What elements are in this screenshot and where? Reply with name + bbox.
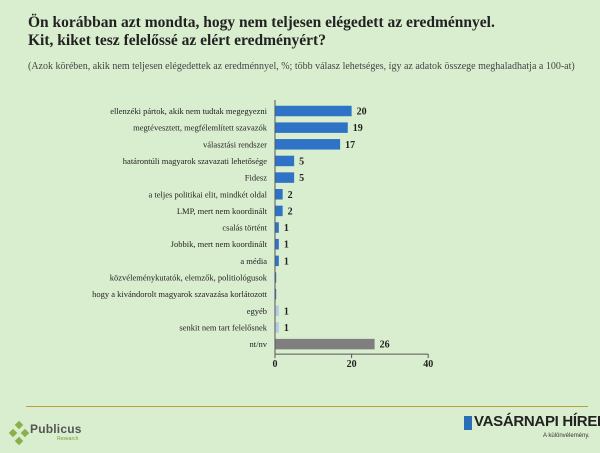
category-label: Fidesz <box>245 173 267 183</box>
category-label: csalás történt <box>222 223 267 233</box>
bar <box>275 238 279 250</box>
category-label: választási rendszer <box>203 139 267 149</box>
footer-divider <box>26 406 588 407</box>
bar <box>275 105 352 117</box>
bar <box>275 338 375 350</box>
bar <box>275 122 348 133</box>
category-label: hogy a kivándorolt magyarok szavazása ko… <box>92 289 268 299</box>
data-label: 17 <box>345 140 355 151</box>
data-label: 2 <box>288 206 293 217</box>
category-label: Jobbik, mert nem koordinált <box>171 239 268 249</box>
bar <box>275 189 283 200</box>
chart-subtitle: (Azok körében, akik nem teljesen elégede… <box>28 61 575 72</box>
category-label: határontúli magyarok szavazati lehetőség… <box>123 156 267 166</box>
bar <box>275 155 295 167</box>
category-label: a média <box>240 256 267 266</box>
data-label: 5 <box>299 173 304 184</box>
data-label: 1 <box>284 256 289 267</box>
data-label: 1 <box>284 240 289 251</box>
data-label: 26 <box>380 340 390 351</box>
bar <box>275 305 279 317</box>
data-label: 19 <box>353 123 363 134</box>
category-label: LMP, mert nem koordinált <box>177 206 268 216</box>
x-tick-label: 40 <box>423 359 433 370</box>
title-line-1: Ön korábban azt mondta, hogy nem teljese… <box>28 14 495 31</box>
chart-title: Ön korábban azt mondta, hogy nem teljese… <box>28 14 588 50</box>
bar <box>275 222 279 233</box>
x-tick-label: 0 <box>273 359 278 370</box>
bar <box>275 139 341 150</box>
title-line-2: Kit, kiket tesz felelőssé az elért eredm… <box>28 32 326 49</box>
category-label: ellenzéki pártok, akik nem tudtak megegy… <box>110 106 267 116</box>
category-label: megtévesztett, megfélemlített szavazók <box>133 123 268 133</box>
x-tick-label: 20 <box>347 359 357 370</box>
vh-tagline: A különvélemény. <box>543 433 590 439</box>
bar <box>275 322 279 333</box>
publicus-logo-icon <box>8 420 30 446</box>
data-label: 1 <box>284 323 289 334</box>
category-label: a teljes politikai elit, mindkét oldal <box>148 189 267 199</box>
bar <box>275 272 277 283</box>
category-label: senkit nem tart felelősnek <box>179 322 267 332</box>
data-label: 1 <box>284 223 289 234</box>
category-label: egyéb <box>247 306 267 316</box>
vh-logo-icon <box>464 416 472 430</box>
category-label: közvéleménykutatók, elemzők, politiológu… <box>110 273 268 283</box>
data-label: 20 <box>357 107 367 118</box>
bar <box>275 288 277 300</box>
bar <box>275 205 283 217</box>
publicus-name: Publicus <box>30 422 82 436</box>
publicus-subtitle: Research <box>57 436 79 442</box>
vh-name: VASÁRNAPI HÍREK <box>474 413 600 430</box>
data-label: 2 <box>288 190 293 201</box>
data-label: 1 <box>284 306 289 317</box>
category-label: nt/nv <box>250 339 268 349</box>
bar-chart: ellenzéki pártok, akik nem tudtak megegy… <box>92 100 433 370</box>
bar <box>275 172 295 183</box>
bar <box>275 255 279 267</box>
data-label: 5 <box>299 156 304 167</box>
